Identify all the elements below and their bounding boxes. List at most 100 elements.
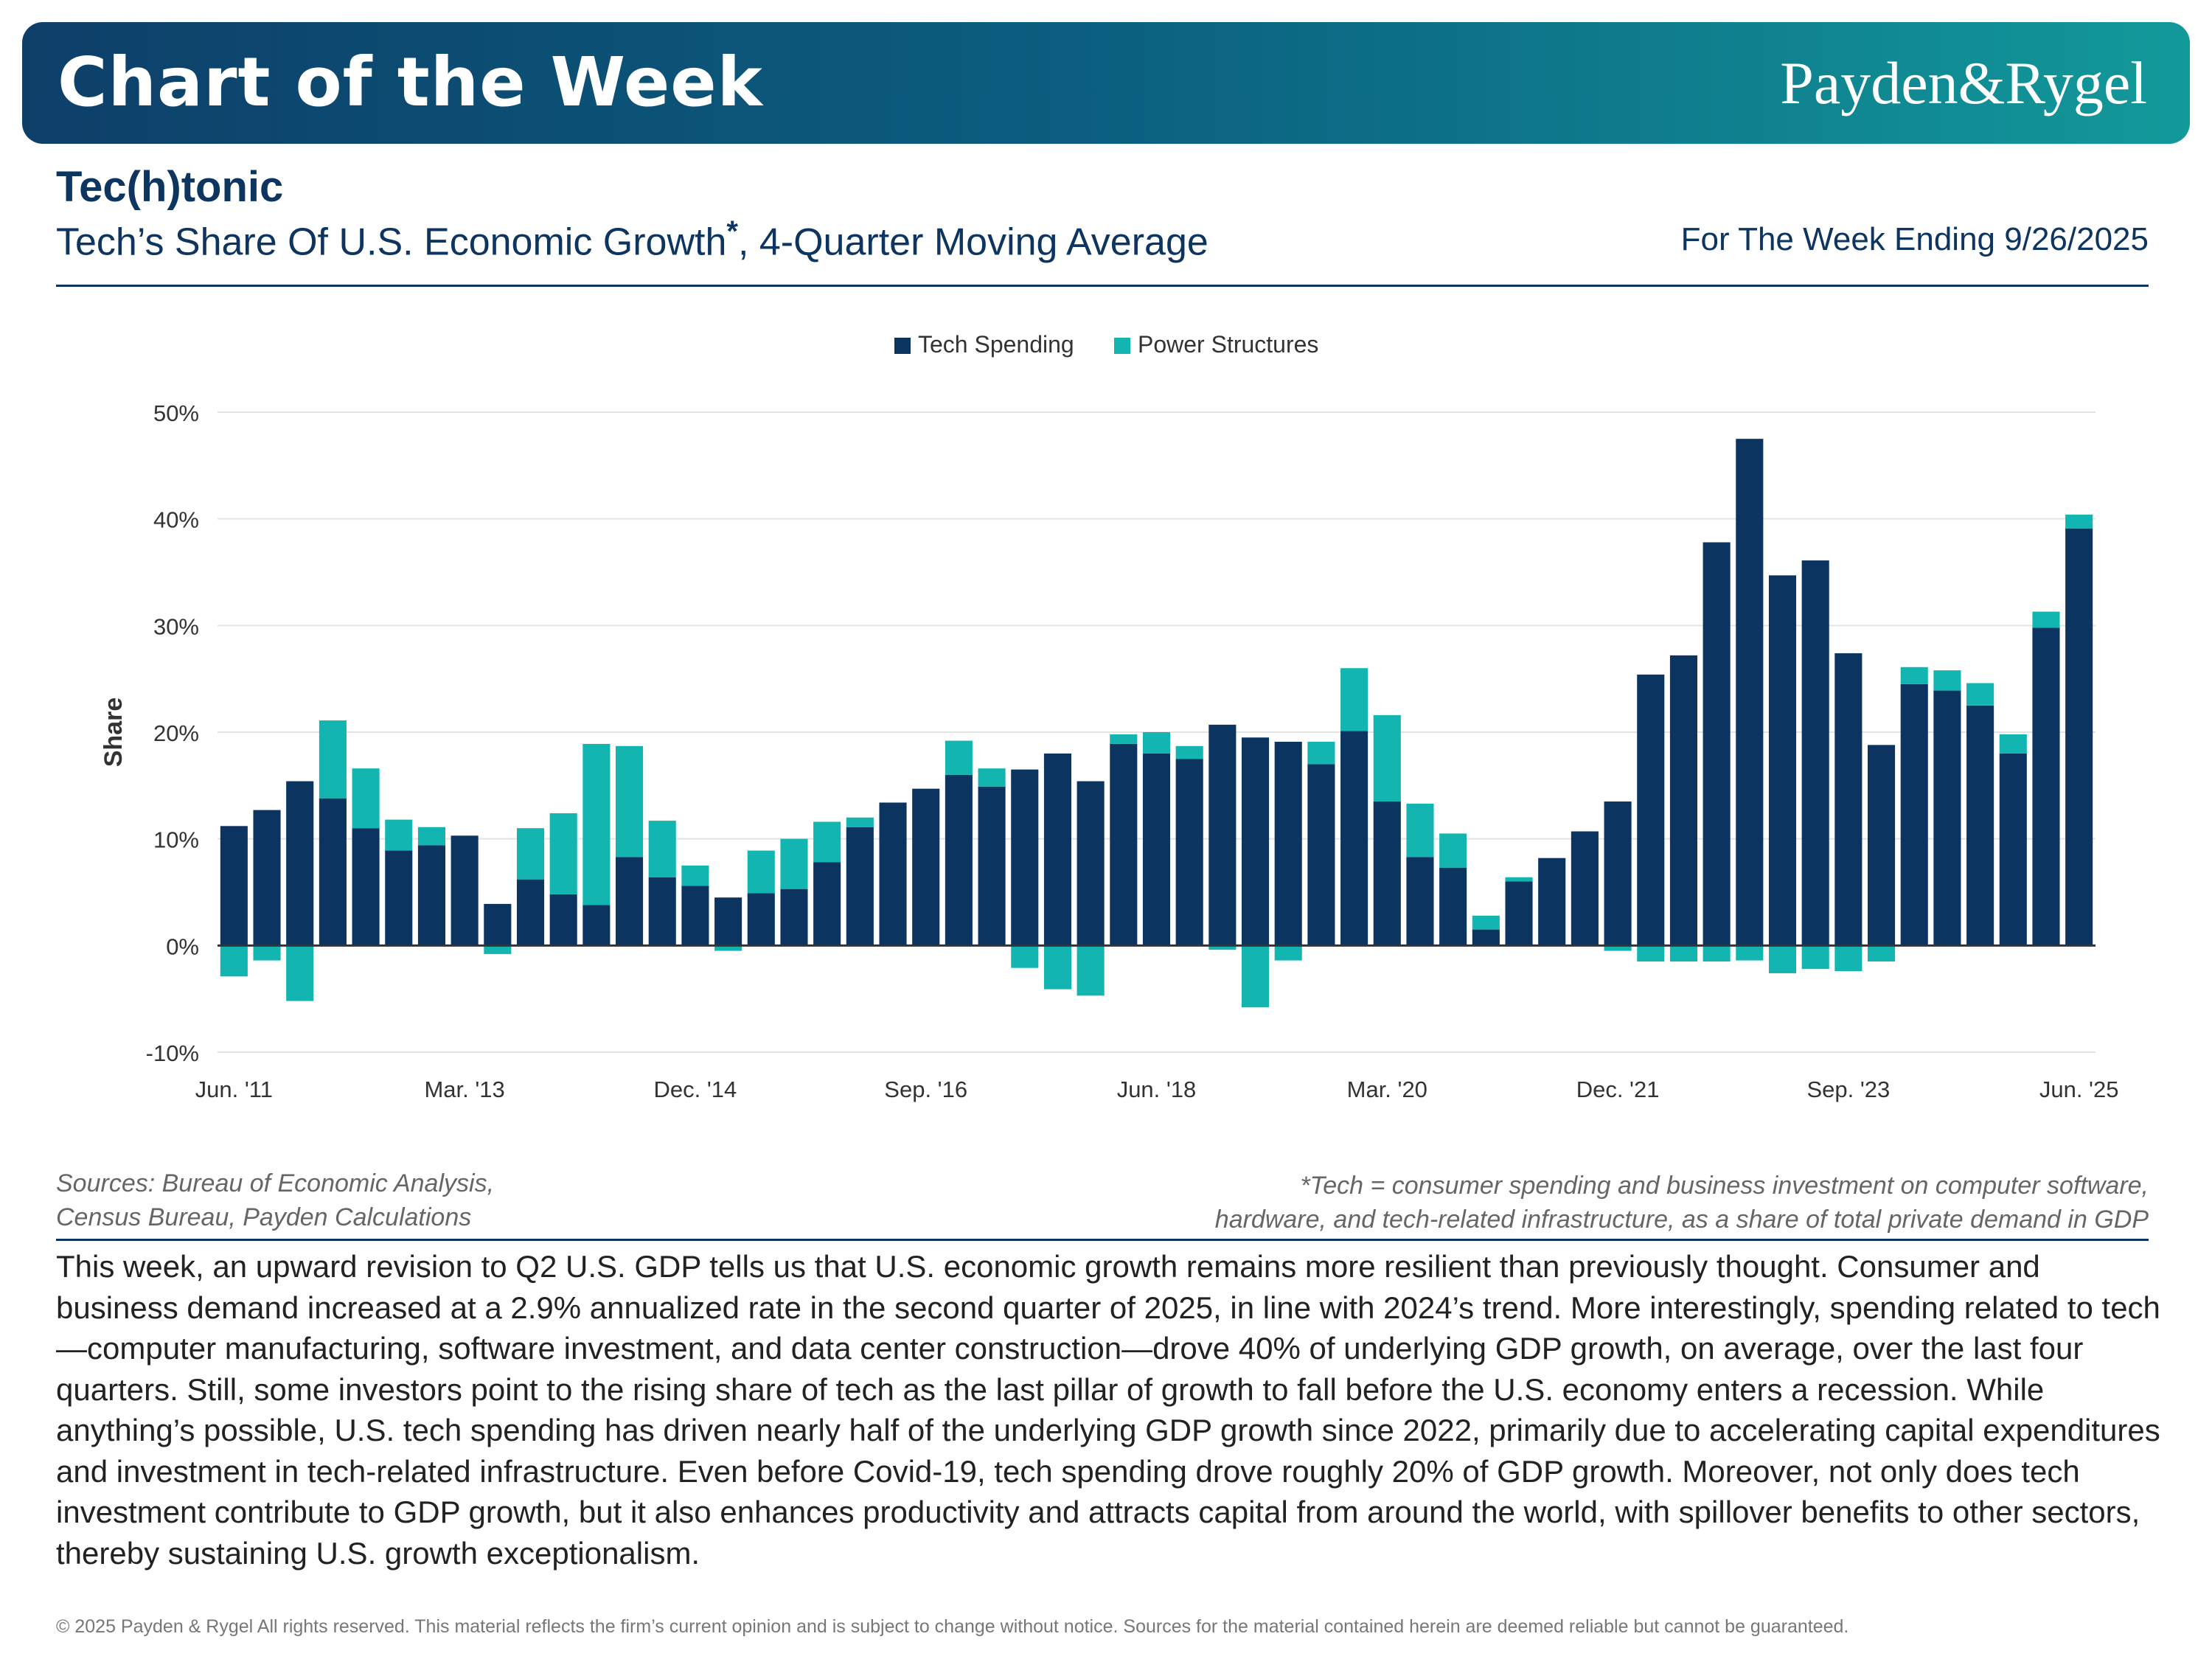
y-tick-label: 20% bbox=[153, 720, 199, 746]
bar-power-structures bbox=[352, 768, 380, 829]
stacked-bar-chart: -10% 0% 10% 20% 30% 40% 50% Share Jun. '11 Mar. '… bbox=[100, 331, 2119, 1102]
bar-power-structures bbox=[1406, 803, 1434, 858]
bar-tech-spending bbox=[813, 862, 841, 946]
bar-tech-spending bbox=[286, 781, 314, 946]
bar-power-structures bbox=[1011, 945, 1039, 968]
bar-power-structures bbox=[747, 850, 775, 894]
bar-tech-spending bbox=[912, 788, 940, 946]
bar-tech-spending bbox=[220, 826, 248, 946]
x-tick-label: Mar. '20 bbox=[1347, 1077, 1427, 1102]
bar-tech-spending bbox=[846, 827, 874, 946]
bar-tech-spending bbox=[385, 850, 413, 946]
banner-title: Chart of the Week bbox=[58, 43, 763, 122]
bar-power-structures bbox=[1373, 714, 1401, 802]
legend-swatch-power-structures bbox=[1114, 338, 1130, 354]
bar-power-structures bbox=[945, 740, 973, 775]
bar-power-structures bbox=[1077, 945, 1105, 996]
bar-tech-spending bbox=[352, 828, 380, 946]
bar-power-structures bbox=[813, 821, 841, 863]
bar-tech-spending bbox=[1142, 753, 1171, 946]
x-tick-label: Sep. '16 bbox=[884, 1077, 967, 1102]
bar-power-structures bbox=[220, 945, 248, 977]
bar-power-structures bbox=[1768, 945, 1797, 973]
bar-tech-spending bbox=[451, 835, 479, 946]
bar-tech-spending bbox=[616, 857, 644, 946]
x-tick-label: Jun. '18 bbox=[1117, 1077, 1197, 1102]
company-logo: Payden&Rygel bbox=[1780, 49, 2147, 116]
bar-tech-spending bbox=[1011, 769, 1039, 946]
bar-power-structures bbox=[1868, 945, 1896, 962]
copyright-notice: © 2025 Payden & Rygel All rights reserve… bbox=[56, 1616, 1849, 1637]
bar-tech-spending bbox=[747, 893, 775, 946]
y-tick-label: -10% bbox=[146, 1040, 199, 1066]
bar-power-structures bbox=[1834, 945, 1863, 972]
bar-tech-spending bbox=[2032, 627, 2060, 946]
footnote-line-1: *Tech = consumer spending and business i… bbox=[1300, 1172, 2149, 1200]
bar-tech-spending bbox=[1043, 753, 1071, 946]
bar-power-structures bbox=[846, 817, 874, 827]
headline: Tec(h)tonic bbox=[56, 163, 284, 211]
bar-power-structures bbox=[319, 720, 347, 799]
bar-power-structures bbox=[1340, 668, 1368, 731]
bar-tech-spending bbox=[1373, 801, 1401, 946]
bar-power-structures bbox=[1505, 877, 1533, 882]
bar-tech-spending bbox=[1834, 653, 1863, 946]
bar-tech-spending bbox=[978, 786, 1006, 946]
bar-power-structures bbox=[1208, 945, 1237, 950]
bar-power-structures bbox=[1472, 915, 1500, 930]
bar-tech-spending bbox=[1966, 705, 1994, 946]
bar-tech-spending bbox=[1571, 831, 1599, 946]
footnote-line-2: hardware, and tech-related infrastructur… bbox=[1214, 1206, 2149, 1234]
bar-power-structures bbox=[648, 821, 676, 877]
bar-tech-spending bbox=[1340, 731, 1368, 946]
legend-swatch-tech-spending bbox=[894, 338, 911, 354]
bar-tech-spending bbox=[1703, 542, 1731, 946]
bar-power-structures bbox=[549, 813, 577, 894]
bar-power-structures bbox=[1736, 945, 1764, 961]
subtitle-main: Tech’s Share Of U.S. Economic Growth bbox=[56, 220, 727, 264]
y-tick-label: 0% bbox=[166, 933, 199, 959]
bar-tech-spending bbox=[681, 886, 709, 946]
bar-tech-spending bbox=[1505, 881, 1533, 946]
bar-power-structures bbox=[978, 768, 1006, 787]
bar-tech-spending bbox=[1768, 575, 1797, 946]
bar-tech-spending bbox=[1077, 781, 1105, 946]
bar-power-structures bbox=[1900, 667, 1928, 684]
sources-line-1: Sources: Bureau of Economic Analysis, bbox=[56, 1169, 495, 1197]
header-banner: Chart of the Week Payden&Rygel bbox=[22, 22, 2190, 144]
bar-power-structures bbox=[484, 945, 512, 954]
bar-tech-spending bbox=[1472, 929, 1500, 946]
bar-tech-spending bbox=[1900, 684, 1928, 946]
x-tick-label: Mar. '13 bbox=[424, 1077, 504, 1102]
bar-power-structures bbox=[516, 828, 545, 880]
bar-tech-spending bbox=[945, 774, 973, 946]
bar-tech-spending bbox=[484, 903, 512, 946]
bar-tech-spending bbox=[1175, 759, 1203, 946]
notes-divider bbox=[56, 1239, 2149, 1241]
commentary-paragraph: This week, an upward revision to Q2 U.S.… bbox=[56, 1249, 2160, 1571]
bar-power-structures bbox=[286, 945, 314, 1001]
bar-tech-spending bbox=[319, 798, 347, 946]
bar-tech-spending bbox=[1637, 674, 1665, 946]
y-tick-label: 10% bbox=[153, 827, 199, 853]
bar-tech-spending bbox=[1538, 858, 1566, 946]
x-tick-label: Jun. '25 bbox=[2039, 1077, 2119, 1102]
bar-power-structures bbox=[385, 819, 413, 851]
bar-power-structures bbox=[253, 945, 281, 961]
bar-tech-spending bbox=[648, 877, 676, 946]
bar-tech-spending bbox=[1406, 857, 1434, 946]
header-divider bbox=[56, 285, 2149, 287]
tech-definition-footnote: *Tech = consumer spending and business i… bbox=[1215, 1169, 2149, 1237]
x-tick-label: Sep. '23 bbox=[1806, 1077, 1890, 1102]
bar-tech-spending bbox=[1801, 560, 1829, 946]
bar-power-structures bbox=[616, 745, 644, 858]
bar-power-structures bbox=[1242, 945, 1270, 1008]
bar-power-structures bbox=[1703, 945, 1731, 962]
sources-note: Sources: Bureau of Economic Analysis, Ce… bbox=[56, 1166, 494, 1234]
sources-line-2: Census Bureau, Payden Calculations bbox=[56, 1203, 472, 1231]
bar-power-structures bbox=[1043, 945, 1071, 990]
bar-power-structures bbox=[1307, 742, 1335, 765]
bar-tech-spending bbox=[1736, 439, 1764, 946]
bar-tech-spending bbox=[516, 879, 545, 946]
bar-tech-spending bbox=[1604, 801, 1632, 946]
